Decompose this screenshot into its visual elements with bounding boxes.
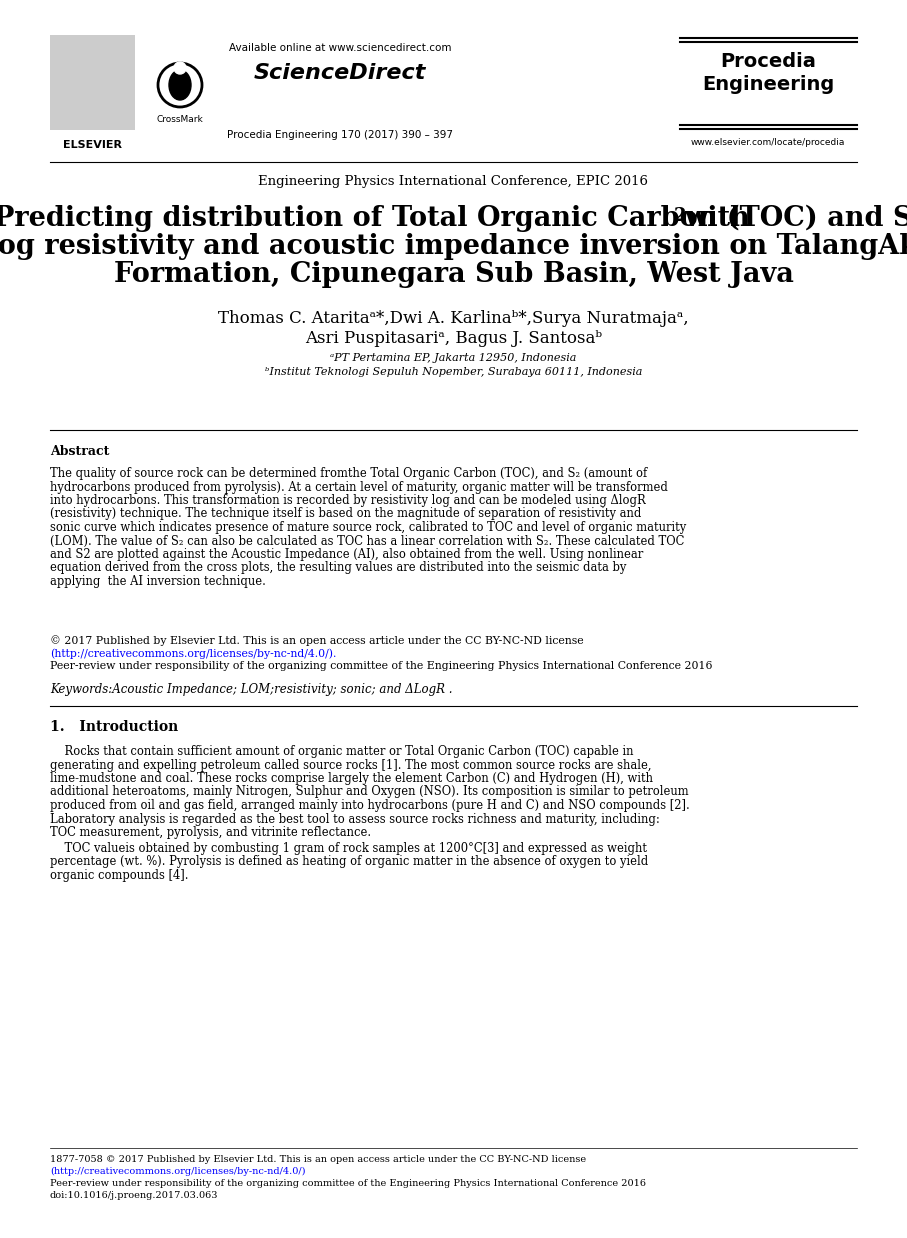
Text: and S2 are plotted against the Acoustic Impedance (AI), also obtained from the w: and S2 are plotted against the Acoustic … — [50, 548, 643, 561]
Text: Rocks that contain sufficient amount of organic matter or Total Organic Carbon (: Rocks that contain sufficient amount of … — [50, 745, 633, 758]
Text: into hydrocarbons. This transformation is recorded by resistivity log and can be: into hydrocarbons. This transformation i… — [50, 494, 646, 508]
Text: www.elsevier.com/locate/procedia: www.elsevier.com/locate/procedia — [691, 137, 845, 147]
Text: generating and expelling petroleum called source rocks [1]. The most common sour: generating and expelling petroleum calle… — [50, 759, 651, 771]
Text: Engineering Physics International Conference, EPIC 2016: Engineering Physics International Confer… — [258, 175, 649, 188]
Circle shape — [174, 62, 186, 74]
Text: 2: 2 — [674, 207, 686, 225]
Text: ELSEVIER: ELSEVIER — [63, 140, 122, 150]
Text: Abstract: Abstract — [50, 444, 110, 458]
Text: additional heteroatoms, mainly Nitrogen, Sulphur and Oxygen (NSO). Its compositi: additional heteroatoms, mainly Nitrogen,… — [50, 785, 688, 799]
Text: Procedia Engineering 170 (2017) 390 – 397: Procedia Engineering 170 (2017) 390 – 39… — [227, 130, 453, 140]
Text: Peer-review under responsibility of the organizing committee of the Engineering : Peer-review under responsibility of the … — [50, 1179, 646, 1188]
Text: lime-mudstone and coal. These rocks comprise largely the element Carbon (C) and : lime-mudstone and coal. These rocks comp… — [50, 773, 653, 785]
Text: Laboratory analysis is regarded as the best tool to assess source rocks richness: Laboratory analysis is regarded as the b… — [50, 812, 659, 826]
Text: Δ log resistivity and acoustic impedance inversion on TalangAkar: Δ log resistivity and acoustic impedance… — [0, 233, 907, 260]
Text: The quality of source rock can be determined fromthe Total Organic Carbon (TOC),: The quality of source rock can be determ… — [50, 467, 648, 480]
Text: © 2017 Published by Elsevier Ltd. This is an open access article under the CC BY: © 2017 Published by Elsevier Ltd. This i… — [50, 635, 583, 646]
Text: (LOM). The value of S₂ can also be calculated as TOC has a linear correlation wi: (LOM). The value of S₂ can also be calcu… — [50, 535, 685, 547]
Text: 1877-7058 © 2017 Published by Elsevier Ltd. This is an open access article under: 1877-7058 © 2017 Published by Elsevier L… — [50, 1155, 586, 1164]
Text: ScienceDirect: ScienceDirect — [254, 63, 426, 83]
Text: Formation, Cipunegara Sub Basin, West Java: Formation, Cipunegara Sub Basin, West Ja… — [113, 261, 794, 288]
Text: Peer-review under responsibility of the organizing committee of the Engineering : Peer-review under responsibility of the … — [50, 661, 713, 671]
Text: with: with — [685, 206, 750, 232]
Text: sonic curve which indicates presence of mature source rock, calibrated to TOC an: sonic curve which indicates presence of … — [50, 521, 687, 534]
Text: percentage (wt. %). Pyrolysis is defined as heating of organic matter in the abs: percentage (wt. %). Pyrolysis is defined… — [50, 855, 649, 869]
Text: ᵃPT Pertamina EP, Jakarta 12950, Indonesia: ᵃPT Pertamina EP, Jakarta 12950, Indones… — [330, 353, 577, 363]
Ellipse shape — [169, 71, 191, 100]
Text: Thomas C. Ataritaᵃ*,Dwi A. Karlinaᵇ*,Surya Nuratmajaᵃ,: Thomas C. Ataritaᵃ*,Dwi A. Karlinaᵇ*,Sur… — [219, 310, 688, 327]
Text: Available online at www.sciencedirect.com: Available online at www.sciencedirect.co… — [229, 43, 452, 53]
Text: (http://creativecommons.org/licenses/by-nc-nd/4.0/).: (http://creativecommons.org/licenses/by-… — [50, 647, 336, 659]
Bar — [50, 35, 135, 130]
Text: CrossMark: CrossMark — [157, 115, 203, 124]
Text: (resistivity) technique. The technique itself is based on the magnitude of separ: (resistivity) technique. The technique i… — [50, 508, 641, 520]
Text: 1.   Introduction: 1. Introduction — [50, 721, 179, 734]
Text: produced from oil and gas field, arranged mainly into hydrocarbons (pure H and C: produced from oil and gas field, arrange… — [50, 799, 689, 812]
Text: Procedia
Engineering: Procedia Engineering — [702, 52, 834, 94]
Text: doi:10.1016/j.proeng.2017.03.063: doi:10.1016/j.proeng.2017.03.063 — [50, 1191, 219, 1200]
Text: ᵇInstitut Teknologi Sepuluh Nopember, Surabaya 60111, Indonesia: ᵇInstitut Teknologi Sepuluh Nopember, Su… — [265, 366, 642, 378]
Text: organic compounds [4].: organic compounds [4]. — [50, 869, 189, 881]
Text: Keywords:Acoustic Impedance; LOM;resistivity; sonic; and ΔLogR .: Keywords:Acoustic Impedance; LOM;resisti… — [50, 683, 453, 696]
Text: (http://creativecommons.org/licenses/by-nc-nd/4.0/): (http://creativecommons.org/licenses/by-… — [50, 1167, 306, 1176]
Text: Predicting distribution of Total Organic Carbon (TOC) and S: Predicting distribution of Total Organic… — [0, 206, 907, 233]
Text: hydrocarbons produced from pyrolysis). At a certain level of maturity, organic m: hydrocarbons produced from pyrolysis). A… — [50, 480, 668, 494]
Text: Asri Puspitasariᵃ, Bagus J. Santosaᵇ: Asri Puspitasariᵃ, Bagus J. Santosaᵇ — [305, 331, 602, 347]
Text: TOC measurement, pyrolysis, and vitrinite reflectance.: TOC measurement, pyrolysis, and vitrinit… — [50, 826, 371, 839]
Text: TOC valueis obtained by combusting 1 gram of rock samples at 1200°C[3] and expre: TOC valueis obtained by combusting 1 gra… — [50, 842, 647, 855]
Text: applying  the AI inversion technique.: applying the AI inversion technique. — [50, 574, 266, 588]
Text: equation derived from the cross plots, the resulting values are distributed into: equation derived from the cross plots, t… — [50, 562, 627, 574]
